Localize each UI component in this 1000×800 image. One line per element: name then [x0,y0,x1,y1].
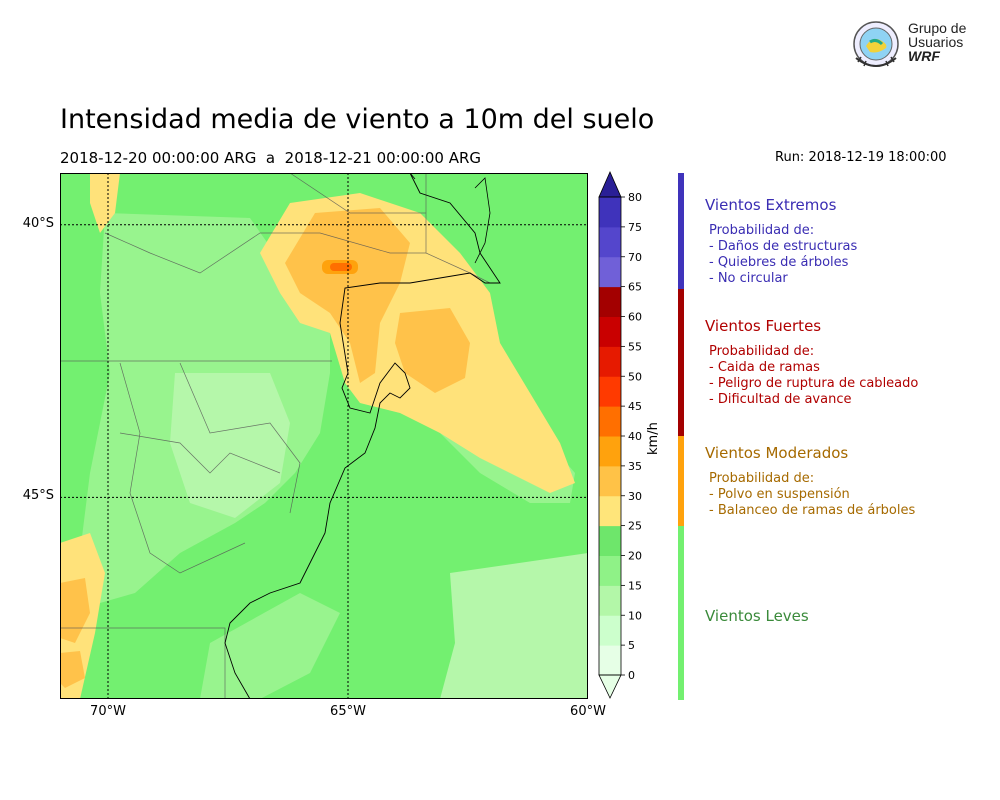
category-name: Vientos Leves [705,607,809,625]
category-heading: Probabilidad de: [709,344,815,359]
colorbar-tick-label: 60 [628,311,642,324]
lat-label-45s: 45°S [22,488,54,504]
wind-zone-nw-25-30 [90,173,120,233]
colorbar-bin [599,197,621,228]
colorbar-tick-label: 0 [628,669,635,682]
strip-extremos [678,173,684,289]
colorbar-extend-min [598,674,622,699]
colorbar-tick-label: 40 [628,430,642,443]
colorbar-tick-label: 25 [628,520,642,533]
legend-extremos: Vientos Extremos Probabilidad de: - Daño… [705,196,857,287]
lon-label-65w: 65°W [330,704,366,719]
category-item: - Balanceo de ramas de árboles [709,503,916,518]
category-item: - Polvo en suspensión [709,487,850,502]
graticule [60,173,588,699]
colorbar-bin [599,525,621,556]
colorbar-extend-max [598,171,622,198]
lat-label-40s: 40°S [22,215,54,231]
category-item: - Daños de estructuras [709,239,858,254]
legend-fuertes: Vientos Fuertes Probabilidad de: - Caida… [705,317,918,408]
category-name: Vientos Fuertes [705,317,822,335]
wind-colorbar: 0 5 10 15 20 25 30 35 40 45 50 55 60 65 70 75 80 [598,171,642,699]
colorbar-tick-label: 65 [628,281,642,294]
logo-line-1: Grupo de [908,20,967,36]
strip-fuertes [678,289,684,436]
colorbar-bin [599,406,621,437]
colorbar-bin [599,286,621,317]
colorbar-bin [599,645,621,676]
colorbar-bin [599,465,621,497]
lon-label-70w: 70°W [90,704,126,719]
colorbar-bin [599,346,621,377]
forecast-period: 2018-12-20 00:00:00 ARG a 2018-12-21 00:… [60,149,482,167]
colorbar-bin [599,226,621,258]
category-item: - Peligro de ruptura de cableado [709,376,919,391]
colorbar-unit-label: km/h [646,422,661,455]
colorbar-bin [599,615,621,646]
colorbar-tick-label: 20 [628,550,642,563]
colorbar-tick-label: 10 [628,609,642,622]
gu-wrf-logo: Grupo de Usuarios WRF [848,18,978,74]
lon-label-60w: 60°W [570,704,606,719]
category-heading: Probabilidad de: [709,223,815,238]
logo-line-3: WRF [908,48,940,64]
category-heading: Probabilidad de: [709,471,815,486]
colorbar-bin [599,495,621,527]
colorbar-tick-label: 15 [628,579,642,592]
colorbar-bin [599,256,621,288]
wind-zone-30-35 [285,208,410,383]
colorbar-tick-label: 45 [628,400,642,413]
logo-emblem-icon [853,21,899,67]
map-frame [60,173,588,699]
category-item: - Caida de ramas [709,360,820,375]
colorbar-tick-label: 80 [628,191,642,204]
map-title: Intensidad media de viento a 10m del sue… [60,104,655,135]
wind-zone-sw-30-35 [60,651,85,688]
wind-zone-ocean-10-15 [440,553,588,699]
colorbar-bin [599,585,621,616]
colorbar-bin [599,555,621,586]
category-item: - Dificultad de avance [709,392,852,407]
category-name: Vientos Moderados [705,444,849,462]
run-timestamp: Run: 2018-12-19 18:00:00 [775,150,947,165]
category-item: - Quiebres de árboles [709,255,849,270]
province-borders [60,173,491,699]
colorbar-tick-label: 30 [628,490,642,503]
colorbar-tick-label: 5 [628,639,635,652]
colorbar-bin [599,376,621,407]
colorbar-tick-label: 35 [628,460,642,473]
legend-leves: Vientos Leves [705,607,809,634]
colorbar-bin [599,436,621,467]
strip-leves [678,526,684,700]
category-item: - No circular [709,271,788,286]
wind-zone-gulf-30-35 [395,308,470,393]
logo-line-2: Usuarios [908,34,964,50]
legend-moderados: Vientos Moderados Probabilidad de: - Pol… [705,444,915,519]
colorbar-tick-label: 50 [628,370,642,383]
colorbar-tick-label: 70 [628,251,642,264]
category-name: Vientos Extremos [705,196,837,214]
colorbar-tick-label: 75 [628,221,642,234]
strip-moderados [678,436,684,526]
colorbar-bin [599,316,621,347]
wind-speed-map [60,173,588,699]
wind-zone-40-45 [330,263,352,271]
coastline [224,173,501,699]
colorbar-tick-label: 55 [628,340,642,353]
wind-zone-west-30-35 [60,578,90,643]
category-strip [678,173,684,700]
